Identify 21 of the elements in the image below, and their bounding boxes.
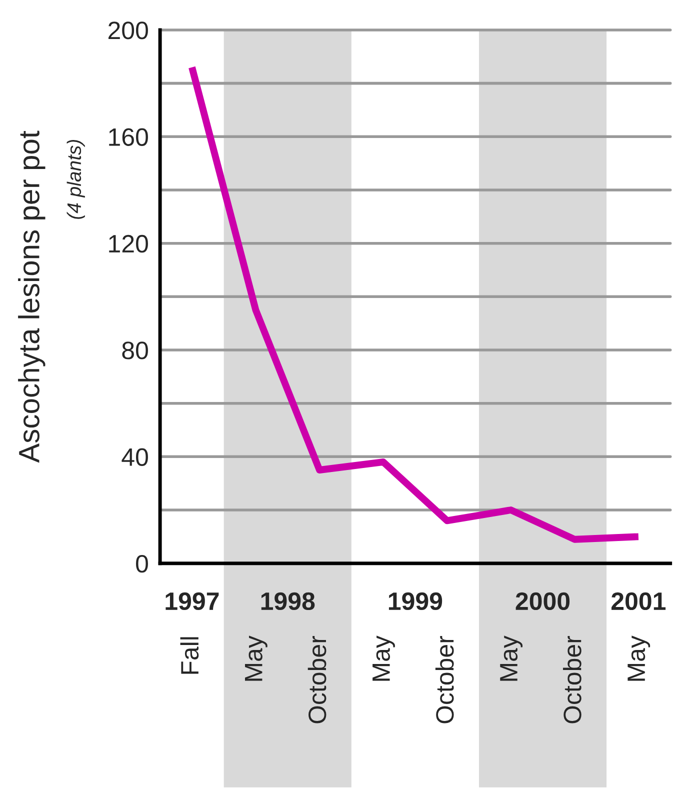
y-tick-label: 200	[108, 22, 148, 40]
x-tick-label: Fall	[180, 637, 199, 674]
text: (4 plants)	[66, 140, 85, 219]
x-tick-label: May	[500, 636, 523, 681]
y-tick-label: 0	[136, 554, 148, 573]
x-tick-label: October	[308, 636, 326, 724]
text: 1997	[166, 592, 219, 610]
y-axis-title: Ascochyta lesions per pot	[18, 130, 46, 463]
text: 2000	[516, 592, 570, 610]
x-tick-label: May	[244, 636, 268, 681]
x-tick-label: October	[435, 636, 454, 724]
y-tick-label: 40	[122, 448, 148, 466]
y-tick-label: 160	[109, 128, 148, 146]
text: 1999	[388, 592, 442, 610]
y-tick-label: 120	[109, 234, 148, 253]
text: 1998	[261, 592, 315, 610]
text: 2001	[611, 592, 666, 610]
x-tick-label: October	[562, 636, 582, 724]
y-tick-label: 80	[122, 342, 148, 360]
x-tick-label: May	[628, 636, 650, 681]
x-tick-label: May	[372, 636, 395, 681]
